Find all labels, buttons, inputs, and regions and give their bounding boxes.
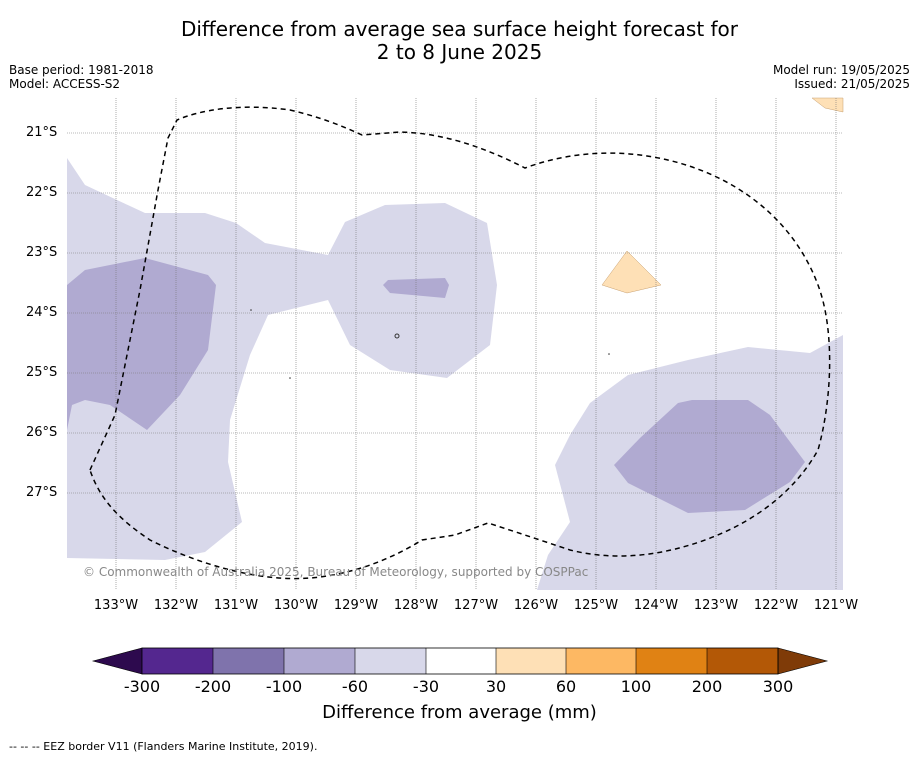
colorbar-segment [636,648,707,674]
lon-label: 130°W [273,598,319,613]
lon-label: 128°W [393,598,439,613]
lat-label: 27°S [26,485,58,500]
colorbar-label: -100 [265,677,303,696]
title-line-2: 2 to 8 June 2025 [376,40,543,64]
lat-label: 24°S [26,305,58,320]
anomaly-core-west [67,258,216,430]
copyright-text: © Commonwealth of Australia 2025, Bureau… [83,565,589,579]
lon-label: 124°W [633,598,679,613]
colorbar-label: 30 [485,677,507,696]
lat-label: 23°S [26,245,58,260]
lon-label: 131°W [213,598,259,613]
longitude-gridlines [115,98,837,590]
colorbar-label: -30 [412,677,440,696]
lon-label: 132°W [153,598,199,613]
anomaly-core-southeast [614,400,805,513]
lon-label: 127°W [453,598,499,613]
positive-anomaly-northeast [811,97,844,113]
lon-label: 126°W [513,598,559,613]
colorbar [91,647,829,675]
anomaly-region-west [67,158,497,560]
lon-label: 121°W [813,598,859,613]
colorbar-segment [496,648,566,674]
map-plot [67,97,844,590]
colorbar-arrow-high [777,647,829,675]
latitude-gridlines [67,132,843,494]
colorbar-title: Difference from average (mm) [322,702,597,723]
positive-anomaly-center [601,250,662,294]
colorbar-label: -300 [123,677,161,696]
lat-label: 25°S [26,365,58,380]
lon-label: 123°W [693,598,739,613]
small-contour-speck [394,333,400,339]
colorbar-segment [284,648,355,674]
model-run: Model run: 19/05/2025 [772,63,910,77]
meta-right: Model run: 19/05/2025 Issued: 21/05/2025 [773,63,910,91]
colorbar-label: 100 [620,677,652,696]
model-name: Model: ACCESS-S2 [9,77,121,91]
colorbar-label: -200 [194,677,232,696]
colorbar-arrow-low [91,647,143,675]
lon-label: 122°W [753,598,799,613]
lat-label: 21°S [26,125,58,140]
lon-label: 125°W [573,598,619,613]
meta-left: Base period: 1981-2018 Model: ACCESS-S2 [9,63,154,91]
colorbar-segment [355,648,426,674]
eez-footnote: -- -- -- EEZ border V11 (Flanders Marine… [9,740,318,753]
colorbar-label: 300 [762,677,794,696]
colorbar-segment [566,648,636,674]
base-period: Base period: 1981-2018 [9,63,154,77]
lat-label: 26°S [26,425,58,440]
map-title: Difference from average sea surface heig… [0,18,919,64]
colorbar-segment [142,648,213,674]
colorbar-label: 60 [555,677,577,696]
title-line-1: Difference from average sea surface heig… [180,17,739,41]
colorbar-label: -60 [341,677,369,696]
lon-label: 133°W [93,598,139,613]
lon-label: 129°W [333,598,379,613]
colorbar-segment [426,648,496,674]
lat-label: 22°S [26,185,58,200]
small-speck [250,309,252,311]
small-speck [608,353,610,355]
colorbar-label: 200 [691,677,723,696]
colorbar-segment [213,648,284,674]
eez-border [89,106,831,580]
small-speck [289,377,291,379]
colorbar-segment [707,648,778,674]
issued-date: Issued: 21/05/2025 [794,77,910,91]
